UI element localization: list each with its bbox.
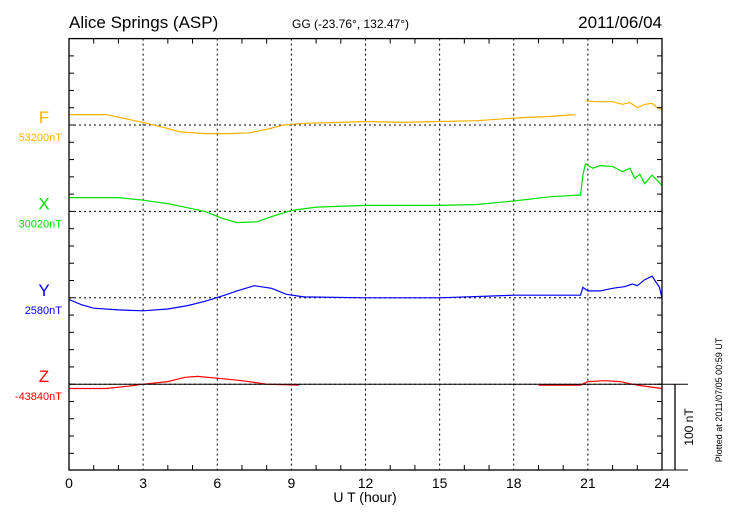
x-tick-label: 3: [139, 475, 147, 491]
baseline-value-z: -43840nT: [15, 391, 62, 403]
baseline-value-f: 53200nT: [19, 132, 63, 144]
x-axis-label: U T (hour): [333, 489, 396, 505]
baseline-value-x: 30020nT: [19, 218, 63, 230]
plot-frame: [68, 37, 663, 471]
baseline-value-y: 2580nT: [25, 305, 63, 317]
x-tick-label: 0: [65, 475, 73, 491]
x-tick-label: 24: [654, 475, 670, 491]
series-label-y: Y: [38, 281, 49, 300]
series-line-z: [69, 375, 299, 390]
x-tick-label: 15: [432, 475, 448, 491]
x-tick-label: 21: [580, 475, 596, 491]
series-label-z: Z: [39, 367, 49, 386]
x-tick-label: 12: [358, 475, 374, 491]
series-line-f: [585, 100, 663, 110]
chart-date: 2011/06/04: [578, 13, 662, 32]
x-tick-label: 9: [287, 475, 295, 491]
series-label-f: F: [39, 108, 49, 127]
chart-subtitle: GG (-23.76°, 132.47°): [292, 17, 409, 31]
axes: F 53200nT X 30020nT Y 2580nT Z -43840nT 0 3 6 9 12 15…: [15, 37, 688, 491]
series-label-x: X: [38, 194, 49, 213]
grid: [69, 38, 662, 470]
series-line-y: [68, 275, 663, 312]
series-line-f: [69, 113, 576, 135]
chart-title: Alice Springs (ASP): [69, 13, 218, 32]
x-tick-label: 18: [506, 475, 522, 491]
series-line-x: [69, 162, 663, 224]
plotted-at-footer: Plotted at 2011/07/05 00:59 UT: [714, 337, 724, 462]
x-tick-label: 6: [213, 475, 221, 491]
scale-bar-label: 100 nT: [682, 408, 696, 446]
